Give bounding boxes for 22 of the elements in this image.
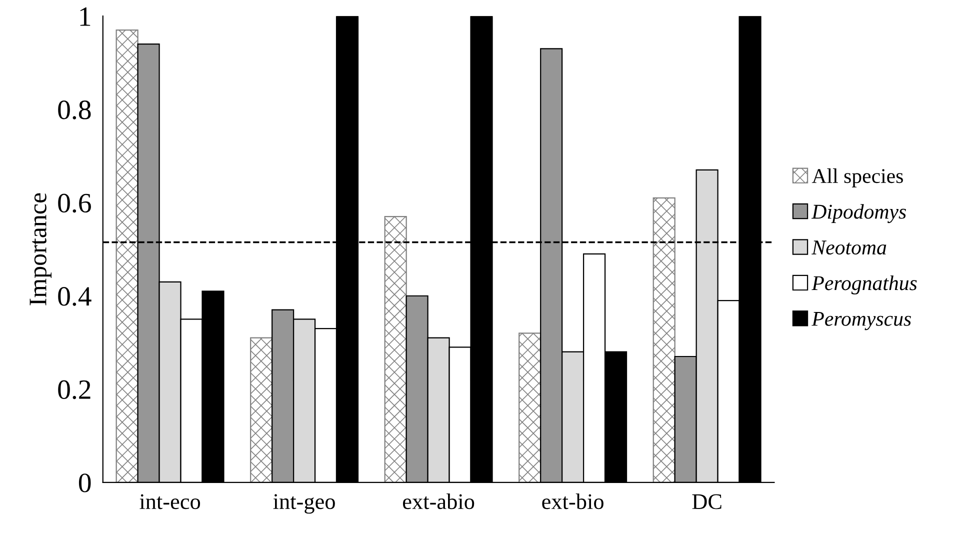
legend-label: All species [812, 168, 903, 188]
bar [652, 197, 676, 482]
x-tick-label: int-geo [273, 494, 335, 514]
y-tick-label: 1 [80, 7, 90, 26]
bar [518, 332, 542, 482]
x-tick-label: ext-bio [542, 494, 604, 510]
x-tick-label: DC [692, 494, 722, 510]
legend-label: Peromyscus [812, 312, 911, 330]
legend-label: Neotoma [812, 240, 886, 255]
y-tick-label: 0.2 [58, 380, 90, 400]
y-tick-label: 0.8 [58, 100, 91, 120]
x-tick-label: int-eco [140, 494, 200, 510]
y-tick-label: 0.4 [58, 287, 92, 306]
legend-label: Perognathus [812, 276, 917, 294]
y-tick-label: 0 [78, 474, 91, 492]
bar [116, 30, 138, 482]
y-tick-label: 0.6 [58, 194, 91, 213]
legend-label: Dipodomys [811, 204, 906, 224]
bar [384, 216, 407, 482]
x-tick-label: ext-abio [403, 494, 474, 510]
y-axis-title: Importance [30, 193, 52, 306]
bar [250, 337, 273, 482]
